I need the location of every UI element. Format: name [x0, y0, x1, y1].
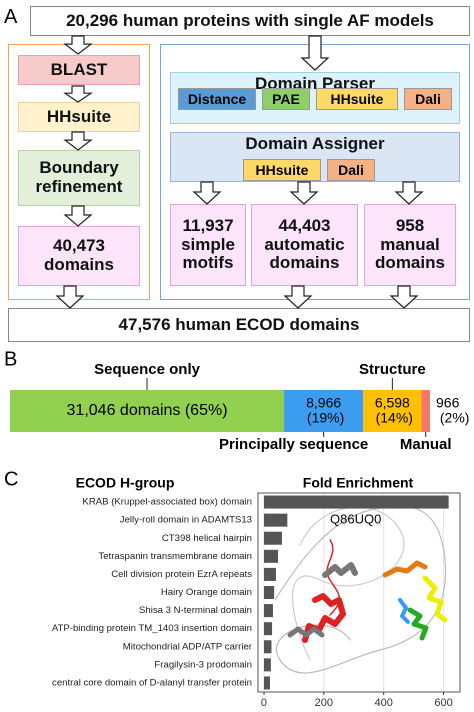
y-tick-label: Jelly-roll domain in ADAMTS13 [120, 515, 252, 526]
plot-background [258, 493, 460, 692]
flow-arrow [394, 181, 424, 205]
chart-title: Fold Enrichment [303, 475, 414, 491]
bar [263, 513, 288, 527]
panel-label: B [4, 348, 17, 370]
protein-chain [382, 560, 428, 578]
tool-chip: Distance [178, 88, 256, 110]
source-box: 20,296 human proteins with single AF mod… [30, 6, 470, 36]
protein-chain [422, 575, 448, 623]
count-box: 40,473 domains [18, 226, 140, 286]
bar [263, 495, 449, 509]
tool-chip: HHsuite [243, 159, 321, 181]
bar [263, 604, 273, 618]
step-box: Boundary refinement [18, 150, 140, 206]
y-tick-label: Cell division protein EzrA repeats [111, 569, 252, 580]
y-tick-label: CT398 helical hairpin [162, 533, 252, 544]
protein-chain [287, 626, 325, 638]
flow-arrow [63, 131, 93, 151]
protein-chain [322, 562, 358, 578]
x-tick-label: 200 [315, 697, 333, 709]
bar [263, 585, 275, 600]
bar [263, 658, 271, 672]
count-box: 958 manual domains [364, 204, 456, 286]
y-tick-label: KRAB (Kruppel-associated box) domain [82, 497, 252, 508]
count-box: 44,403 automatic domains [251, 204, 358, 286]
value-label: 31,046 domains (65%) [67, 402, 228, 419]
panel-label: A [4, 6, 18, 28]
annotation: Q86UQ0 [330, 511, 381, 526]
value-label: 8,966 (19%) [303, 394, 344, 425]
bar [263, 531, 282, 545]
count-box: 11,937 simple motifs [170, 204, 246, 286]
flow-arrow [63, 35, 93, 55]
series-name: Structure [359, 361, 426, 378]
tool-chip: Dali [327, 159, 375, 181]
flow-arrow [289, 181, 319, 205]
series-name: Principally sequence [219, 436, 368, 453]
protein-structure [274, 505, 448, 674]
flow-arrow [63, 205, 93, 227]
y-tick-label: Mitochondrial ADP/ATP carrier [123, 641, 253, 652]
tool-chip: HHsuite [316, 88, 398, 110]
tool-chip: Dali [404, 88, 452, 110]
value-label: 6,598 (14%) [372, 394, 413, 425]
y-axis-title: ECOD H-group [76, 475, 175, 491]
protein-chain [407, 607, 429, 641]
y-tick-label: ATP-binding protein TM_1403 insertion do… [52, 623, 252, 634]
flow-arrow [283, 285, 313, 309]
step-box: BLAST [18, 55, 140, 85]
x-tick-label: 0 [261, 697, 267, 709]
flow-arrow [55, 285, 85, 309]
bar [263, 676, 270, 690]
bar [263, 640, 272, 654]
protein-chain [398, 598, 410, 624]
y-tick-label: Tetraspanin transmembrane domain [98, 551, 252, 562]
y-tick-label: Shisa 3 N-terminal domain [139, 605, 252, 616]
result-box: 47,576 human ECOD domains [8, 308, 470, 342]
bar-segment [421, 390, 430, 432]
value-label: 966 (2%) [436, 394, 469, 425]
assigner-title: Domain Assigner [245, 134, 385, 153]
series-name: Sequence only [94, 361, 201, 378]
flow-arrow [192, 181, 222, 205]
y-tick-label: Fragilysin-3 prodomain [154, 659, 252, 670]
x-tick-label: 600 [434, 697, 452, 709]
x-tick-label: 400 [375, 697, 393, 709]
bar [263, 549, 279, 563]
tool-chip: PAE [262, 88, 310, 110]
flow-arrow [300, 35, 330, 71]
bar-segment [10, 390, 285, 432]
plot-border [257, 492, 461, 693]
bar-segment [363, 390, 422, 432]
bar [263, 567, 276, 581]
bar [263, 622, 273, 636]
bar-segment [284, 390, 364, 432]
series-name: Manual [400, 436, 452, 453]
y-tick-label: Hairy Orange domain [161, 587, 252, 598]
panel-label: C [4, 468, 18, 490]
flow-arrow [389, 285, 419, 309]
step-box: HHsuite [18, 102, 140, 132]
protein-chain [274, 505, 447, 674]
flow-arrow [63, 85, 93, 103]
y-tick-label: central core domain of D-alanyl transfer… [52, 677, 252, 688]
